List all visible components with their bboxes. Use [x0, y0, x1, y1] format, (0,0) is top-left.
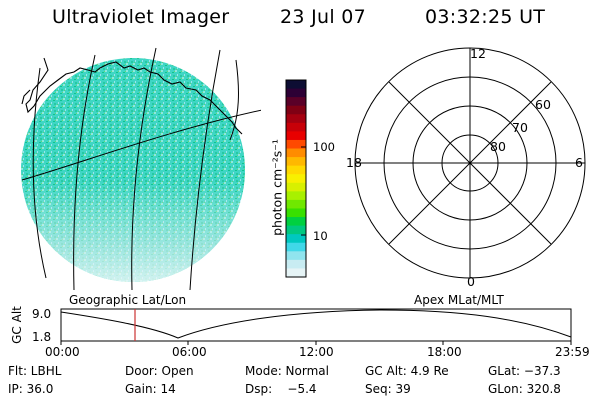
colorbar-frame [285, 79, 307, 278]
colorbar-segment [286, 80, 306, 90]
colorbar [285, 79, 307, 278]
time-label: 03:32:25 UT [425, 6, 546, 28]
colorbar-segment [286, 174, 306, 184]
altitude-x-ticks-marks [60, 341, 572, 345]
colorbar-segment [286, 208, 306, 218]
colorbar-segment [286, 114, 306, 124]
status-glon: GLon: 320.8 [488, 382, 561, 396]
mlt-label-6: 6 [575, 155, 583, 170]
status-flt: Flt: LBHL [8, 364, 62, 378]
mlat-label-70: 70 [512, 120, 528, 135]
coastline [21, 57, 243, 135]
colorbar-segment [286, 234, 306, 244]
colorbar-segment [286, 105, 306, 115]
colorbar-segment [286, 217, 306, 227]
date-label: 23 Jul 07 [280, 6, 367, 28]
colorbar-segment [286, 131, 306, 141]
mlat-label-80: 80 [490, 139, 506, 154]
colorbar-segment [286, 97, 306, 107]
mlat-label-60: 60 [535, 97, 551, 112]
status-dsp: Dsp: −5.4 [245, 382, 317, 396]
colorbar-tick-10: 10 [313, 229, 328, 243]
colorbar-segment [286, 199, 306, 210]
colorbar-segment [286, 139, 306, 150]
colorbar-segment [286, 242, 306, 252]
mlt-label-12: 12 [470, 46, 486, 61]
colorbar-segment [286, 88, 306, 98]
page-title: Ultraviolet Imager [52, 6, 230, 28]
polar-plot [354, 47, 586, 279]
colorbar-segment [286, 182, 306, 192]
colorbar-segment [286, 225, 306, 235]
altitude-ytick-1-8: 1.8 [32, 330, 52, 344]
geographic-panel-label: Geographic Lat/Lon [69, 293, 187, 307]
mlt-label-0: 0 [467, 274, 475, 289]
colorbar-tick-100: 100 [313, 140, 335, 154]
status-gc-alt: GC Alt: 4.9 Re [365, 364, 449, 378]
altitude-xtick-0600: 06:00 [172, 345, 207, 359]
earth-disk-image [21, 58, 245, 282]
polar-panel-label: Apex MLat/MLT [414, 293, 504, 307]
colorbar-segment [286, 259, 306, 270]
status-glat: GLat: −37.3 [488, 364, 561, 378]
colorbar-segment [286, 122, 306, 132]
altitude-xtick-1200: 12:00 [299, 345, 334, 359]
status-seq: Seq: 39 [365, 382, 411, 396]
altitude-ytick-9: 9.0 [32, 307, 52, 321]
altitude-xtick-0000: 00:00 [45, 345, 80, 359]
altitude-xtick-1800: 18:00 [427, 345, 462, 359]
mlt-label-18: 18 [346, 155, 362, 170]
colorbar-segment [286, 268, 306, 278]
altitude-plot [60, 308, 572, 342]
status-gain: Gain: 14 [125, 382, 176, 396]
status-mode: Mode: Normal [245, 364, 329, 378]
colorbar-unit-label: photon cm⁻²s⁻¹ [269, 139, 285, 236]
colorbar-segment [286, 157, 306, 167]
altitude-ylabel: GC Alt [10, 306, 24, 344]
colorbar-segment [286, 165, 306, 175]
geographic-grid [21, 47, 261, 290]
colorbar-segment [286, 191, 306, 201]
colorbar-segment [286, 251, 306, 261]
colorbar-segment [286, 148, 306, 158]
status-door: Door: Open [125, 364, 194, 378]
altitude-xtick-2359: 23:59 [555, 345, 590, 359]
status-ip: IP: 36.0 [8, 382, 54, 396]
